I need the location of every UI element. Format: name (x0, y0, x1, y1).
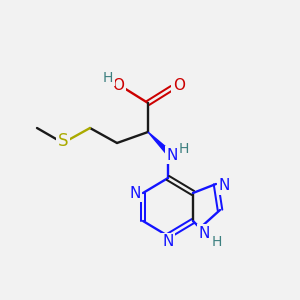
Text: S: S (58, 132, 68, 150)
Text: H: H (212, 235, 222, 249)
Text: N: N (218, 178, 230, 194)
Text: N: N (162, 235, 174, 250)
Text: O: O (173, 79, 185, 94)
Text: H: H (103, 71, 113, 85)
Polygon shape (148, 132, 170, 154)
Text: O: O (112, 79, 124, 94)
Text: N: N (198, 226, 210, 241)
Text: N: N (129, 185, 141, 200)
Text: H: H (179, 142, 189, 156)
Text: N: N (166, 148, 178, 163)
